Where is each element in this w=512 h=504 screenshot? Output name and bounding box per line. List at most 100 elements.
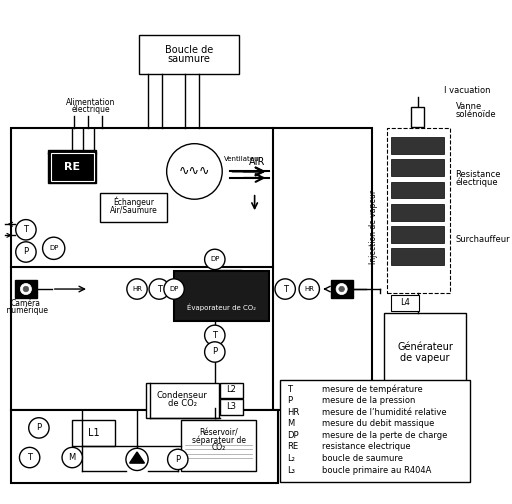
Bar — [15, 280, 37, 298]
Circle shape — [167, 144, 222, 199]
Text: mesure de la pression: mesure de la pression — [322, 396, 416, 405]
Bar — [11, 410, 278, 482]
Text: Air/Saumure: Air/Saumure — [110, 206, 157, 215]
Text: CO₂: CO₂ — [211, 443, 226, 452]
Text: ∿∿∿: ∿∿∿ — [179, 165, 210, 178]
Bar — [100, 193, 167, 222]
Text: Caméra: Caméra — [11, 299, 41, 308]
Circle shape — [149, 279, 169, 299]
Circle shape — [205, 249, 225, 270]
Bar — [220, 383, 243, 398]
Bar — [280, 380, 471, 482]
Text: T: T — [212, 331, 217, 340]
Text: P: P — [24, 247, 29, 257]
Text: Resistance: Resistance — [456, 170, 501, 179]
Bar — [391, 204, 444, 221]
Text: M: M — [69, 453, 76, 462]
Bar — [331, 280, 353, 298]
Bar — [391, 137, 444, 154]
Bar — [139, 35, 239, 74]
Text: P: P — [287, 396, 292, 405]
Circle shape — [42, 237, 65, 260]
Text: T: T — [24, 225, 29, 234]
Text: DP: DP — [210, 257, 220, 263]
Text: T: T — [287, 385, 292, 394]
Circle shape — [336, 283, 347, 295]
Text: DP: DP — [287, 431, 298, 440]
Text: mesure de la perte de charge: mesure de la perte de charge — [322, 431, 447, 440]
Text: I vacuation: I vacuation — [444, 86, 491, 95]
Text: P: P — [36, 423, 41, 432]
Text: boucle primaire au R404A: boucle primaire au R404A — [322, 466, 432, 475]
Text: L₃: L₃ — [287, 466, 295, 475]
Bar — [174, 271, 268, 322]
Circle shape — [299, 279, 319, 299]
Circle shape — [29, 418, 49, 438]
Text: L2: L2 — [226, 386, 237, 395]
Bar — [146, 383, 219, 418]
Text: L₂: L₂ — [287, 454, 295, 463]
Text: Vanne: Vanne — [456, 102, 482, 111]
Text: Échangeur: Échangeur — [113, 197, 154, 207]
Text: numérique: numérique — [4, 305, 48, 315]
Text: T: T — [157, 285, 162, 293]
Text: Générateur: Générateur — [397, 342, 453, 352]
Text: P: P — [175, 455, 180, 464]
Text: Condenseur: Condenseur — [157, 391, 208, 400]
Bar — [384, 313, 466, 397]
Text: L4: L4 — [400, 298, 410, 307]
Text: Alimentation: Alimentation — [66, 97, 115, 106]
Bar — [391, 295, 418, 311]
Text: DP: DP — [49, 245, 58, 251]
Text: resistance electrique: resistance electrique — [322, 443, 411, 452]
Bar — [411, 107, 424, 127]
Circle shape — [205, 325, 225, 346]
Text: de vapeur: de vapeur — [400, 353, 450, 362]
Bar — [391, 248, 444, 265]
Text: Surchauffeur: Surchauffeur — [456, 234, 510, 243]
Text: séparateur de: séparateur de — [191, 435, 246, 445]
Bar — [51, 153, 94, 181]
Text: HR: HR — [132, 286, 142, 292]
Text: AIR: AIR — [249, 157, 266, 167]
Text: HR: HR — [304, 286, 314, 292]
Text: Évaporateur de CO₂: Évaporateur de CO₂ — [187, 304, 256, 311]
Bar — [48, 150, 96, 183]
Circle shape — [205, 342, 225, 362]
Text: P: P — [212, 347, 218, 356]
Circle shape — [126, 448, 148, 471]
Circle shape — [23, 286, 29, 292]
Text: mesure de l’humidité relative: mesure de l’humidité relative — [322, 408, 447, 417]
Bar — [220, 399, 243, 415]
Circle shape — [127, 279, 147, 299]
Bar — [391, 181, 444, 198]
Bar — [387, 128, 450, 293]
Text: T: T — [283, 285, 288, 293]
Text: M: M — [287, 419, 294, 428]
Text: RE: RE — [287, 443, 298, 452]
Bar — [391, 226, 444, 243]
Text: électrique: électrique — [72, 105, 110, 114]
Text: RE: RE — [64, 162, 80, 172]
Text: L1: L1 — [88, 427, 99, 437]
Text: L3: L3 — [226, 402, 237, 411]
Text: solénoïde: solénoïde — [456, 110, 496, 119]
Text: saumure: saumure — [167, 54, 210, 65]
Text: de CO₂: de CO₂ — [168, 399, 197, 408]
Text: boucle de saumure: boucle de saumure — [322, 454, 403, 463]
Circle shape — [62, 448, 82, 468]
Circle shape — [167, 449, 188, 470]
Bar — [391, 159, 444, 176]
Circle shape — [339, 286, 345, 292]
Bar — [11, 128, 372, 410]
Text: électrique: électrique — [456, 178, 498, 187]
Text: Injection de vapeur: Injection de vapeur — [369, 190, 378, 264]
Text: mesure du debit massique: mesure du debit massique — [322, 419, 435, 428]
Text: HR: HR — [287, 408, 300, 417]
Bar — [72, 420, 115, 446]
Text: Réservoir/: Réservoir/ — [199, 428, 238, 437]
Circle shape — [19, 448, 40, 468]
Circle shape — [164, 279, 184, 299]
Circle shape — [16, 220, 36, 240]
Circle shape — [20, 283, 31, 295]
